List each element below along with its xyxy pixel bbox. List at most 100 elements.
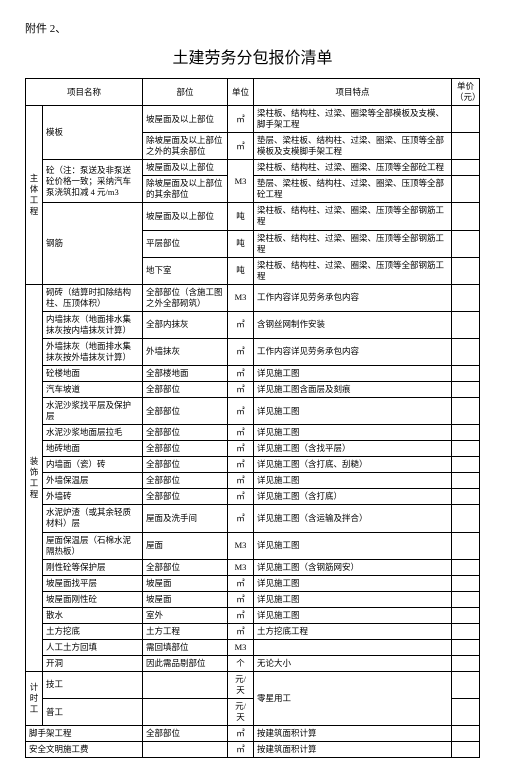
cell bbox=[452, 532, 480, 559]
attachment-label: 附件 2、 bbox=[25, 20, 480, 36]
cell: 梁柱板、结构柱、过梁、圈梁、压顶等全部钢筋工程 bbox=[254, 203, 452, 230]
cell: 外墙砖 bbox=[43, 489, 143, 505]
table-row: 汽车坡道 全部部位 ㎡ 详见施工图含面层及刻痕 bbox=[26, 382, 480, 398]
cell bbox=[452, 425, 480, 441]
cell: 需回填部位 bbox=[143, 639, 228, 655]
cell bbox=[452, 284, 480, 311]
cell: ㎡ bbox=[228, 311, 254, 338]
cell: 工作内容详见劳务承包内容 bbox=[254, 284, 452, 311]
cell: 人工土方回填 bbox=[43, 639, 143, 655]
cell: ㎡ bbox=[228, 398, 254, 425]
cell: 元/天 bbox=[228, 671, 254, 698]
cell: ㎡ bbox=[228, 607, 254, 623]
price-table: 项目名称 部位 单位 项目特点 单价（元） 主体工程 模板 坡屋面及以上部位 ㎡… bbox=[25, 78, 480, 758]
cell bbox=[452, 382, 480, 398]
table-row: 主体工程 模板 坡屋面及以上部位 ㎡ 梁柱板、结构柱、过梁、圈梁等全部模板及支模… bbox=[26, 106, 480, 133]
cell: 全部部位 bbox=[143, 726, 228, 742]
cell: 按建筑面积计算 bbox=[254, 726, 452, 742]
page-title: 土建劳务分包报价清单 bbox=[25, 44, 480, 68]
table-row: 安全文明施工费 ㎡ 按建筑面积计算 bbox=[26, 742, 480, 758]
cell: 地下室 bbox=[143, 257, 228, 284]
cell: 土方挖底工程 bbox=[254, 623, 452, 639]
cell: 外墙保温层 bbox=[43, 473, 143, 489]
cell: 钢筋 bbox=[43, 203, 143, 284]
cell: 详见施工图（含打底、刮糙） bbox=[254, 457, 452, 473]
cell: 内墙面（瓷）砖 bbox=[43, 457, 143, 473]
table-header-row: 项目名称 部位 单位 项目特点 单价（元） bbox=[26, 79, 480, 106]
table-row: 脚手架工程 全部部位 ㎡ 按建筑面积计算 bbox=[26, 726, 480, 742]
cell: 脚手架工程 bbox=[26, 726, 143, 742]
table-row: 计时工 技工 元/天 零星用工 bbox=[26, 671, 480, 698]
cell bbox=[452, 106, 480, 133]
cell: 全部楼地面 bbox=[143, 365, 228, 381]
cell: 详见施工图 bbox=[254, 425, 452, 441]
cell: 全部部位 bbox=[143, 441, 228, 457]
cell: 全部部位 bbox=[143, 489, 228, 505]
cell: 水泥沙浆找平层及保护层 bbox=[43, 398, 143, 425]
cell: 水泥炉渣（或其余轻质材料）层 bbox=[43, 505, 143, 532]
table-row: 坡屋面刚性砼 坡屋面 ㎡ 详见施工图 bbox=[26, 591, 480, 607]
cell: ㎡ bbox=[228, 473, 254, 489]
cell: M3 bbox=[228, 639, 254, 655]
cell: 详见施工图 bbox=[254, 365, 452, 381]
cell bbox=[452, 671, 480, 698]
cell: 详见施工图（含打底） bbox=[254, 489, 452, 505]
cell bbox=[452, 559, 480, 575]
table-row: 内墙抹灰（地面排水集抹灰按内墙抹灰计算） 全部内抹灰 ㎡ 含钢丝网制作安装 bbox=[26, 311, 480, 338]
cell: 全部部位（含施工图之外全部砌筑） bbox=[143, 284, 228, 311]
cell bbox=[452, 257, 480, 284]
cell: ㎡ bbox=[228, 338, 254, 365]
col-feat: 项目特点 bbox=[254, 79, 452, 106]
cell: 工作内容详见劳务承包内容 bbox=[254, 338, 452, 365]
cell bbox=[143, 699, 228, 726]
cell: 刚性砼等保护层 bbox=[43, 559, 143, 575]
cell: 垫层、梁柱板、结构柱、过梁、圈梁、压顶等全部砼工程 bbox=[254, 176, 452, 203]
table-row: 散水 室外 ㎡ 详见施工图 bbox=[26, 607, 480, 623]
cell bbox=[452, 699, 480, 726]
cell: 全部内抹灰 bbox=[143, 311, 228, 338]
cell: 详见施工图 bbox=[254, 607, 452, 623]
cell: 屋面及洗手间 bbox=[143, 505, 228, 532]
table-row: 水泥炉渣（或其余轻质材料）层 屋面及洗手间 ㎡ 详见施工图（含运输及拌合） bbox=[26, 505, 480, 532]
cell: 坡屋面 bbox=[143, 591, 228, 607]
cell: 砼楼地面 bbox=[43, 365, 143, 381]
cell: 吨 bbox=[228, 257, 254, 284]
cell bbox=[452, 176, 480, 203]
cell: 全部部位 bbox=[143, 473, 228, 489]
cell: 全部部位 bbox=[143, 425, 228, 441]
cell: 元/天 bbox=[228, 699, 254, 726]
cell bbox=[452, 639, 480, 655]
cell: 普工 bbox=[43, 699, 143, 726]
cell: 汽车坡道 bbox=[43, 382, 143, 398]
cell: ㎡ bbox=[228, 425, 254, 441]
cell: ㎡ bbox=[228, 623, 254, 639]
cell bbox=[452, 489, 480, 505]
cell: 内墙抹灰（地面排水集抹灰按内墙抹灰计算） bbox=[43, 311, 143, 338]
cell: 全部部位 bbox=[143, 457, 228, 473]
group-main: 主体工程 bbox=[26, 106, 43, 285]
cell: ㎡ bbox=[228, 489, 254, 505]
cell: 含钢丝网制作安装 bbox=[254, 311, 452, 338]
cell bbox=[452, 398, 480, 425]
cell: 技工 bbox=[43, 671, 143, 698]
cell bbox=[452, 230, 480, 257]
cell bbox=[452, 591, 480, 607]
cell: 除坡屋面及以上部位之外的其余部位 bbox=[143, 133, 228, 160]
table-row: 砼（注：泵送及非泵送砼价格一致；采纳汽车泵浇筑扣减 4 元/m3 坡屋面及以上部… bbox=[26, 160, 480, 176]
cell bbox=[452, 623, 480, 639]
cell bbox=[452, 473, 480, 489]
cell bbox=[452, 365, 480, 381]
cell bbox=[452, 457, 480, 473]
cell: 散水 bbox=[43, 607, 143, 623]
cell: 吨 bbox=[228, 203, 254, 230]
cell: 模板 bbox=[43, 106, 143, 160]
cell bbox=[452, 607, 480, 623]
cell: ㎡ bbox=[228, 365, 254, 381]
col-pos: 部位 bbox=[143, 79, 228, 106]
cell: 开洞 bbox=[43, 655, 143, 671]
table-row: 内墙面（瓷）砖 全部部位 ㎡ 详见施工图（含打底、刮糙） bbox=[26, 457, 480, 473]
cell: 坡屋面 bbox=[143, 575, 228, 591]
cell: 平层部位 bbox=[143, 230, 228, 257]
cell: 梁柱板、结构柱、过梁、圈梁、压顶等全部钢筋工程 bbox=[254, 257, 452, 284]
cell bbox=[452, 203, 480, 230]
